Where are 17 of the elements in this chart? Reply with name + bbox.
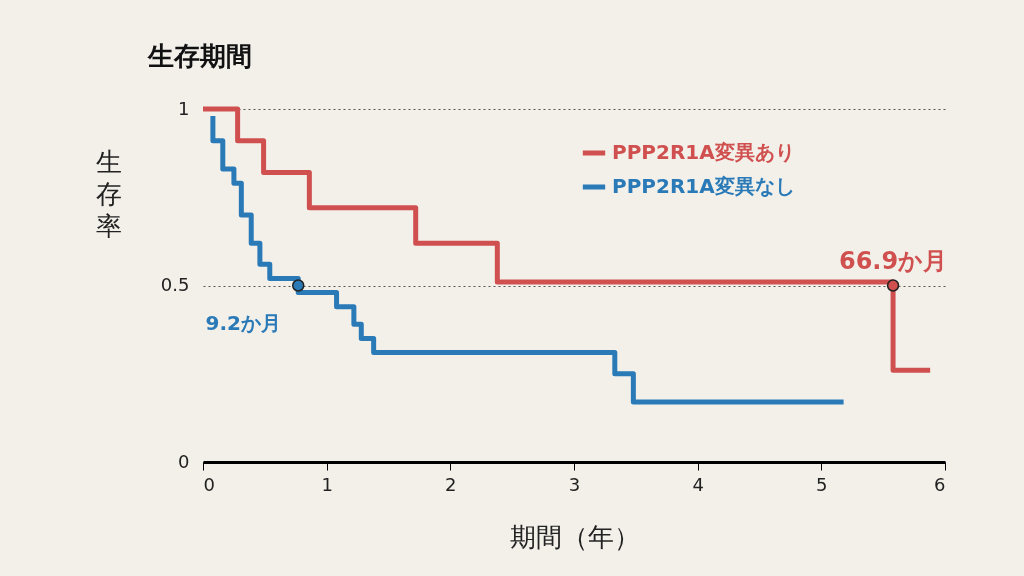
chart-title: 生存期間 xyxy=(147,41,252,71)
x-tick-label: 3 xyxy=(568,473,581,495)
x-tick-label: 1 xyxy=(321,473,333,495)
legend-label: PPP2R1A変異なし xyxy=(612,174,795,198)
y-tick-label: 0 xyxy=(178,450,190,472)
y-axis-title: 生存率 xyxy=(95,146,122,241)
x-tick-label: 5 xyxy=(816,473,828,495)
x-tick-label: 0 xyxy=(203,473,215,495)
y-tick-label: 0.5 xyxy=(160,274,190,295)
y-tick-label: 1 xyxy=(178,97,190,119)
x-tick-label: 4 xyxy=(692,473,704,495)
x-tick-label: 2 xyxy=(445,473,457,495)
x-axis-title: 期間（年） xyxy=(509,521,640,552)
legend-label: PPP2R1A変異あり xyxy=(612,140,795,164)
annotation: 9.2か月 xyxy=(205,310,281,335)
annotation: 66.9か月 xyxy=(838,246,948,275)
x-tick-label: 6 xyxy=(934,473,946,495)
